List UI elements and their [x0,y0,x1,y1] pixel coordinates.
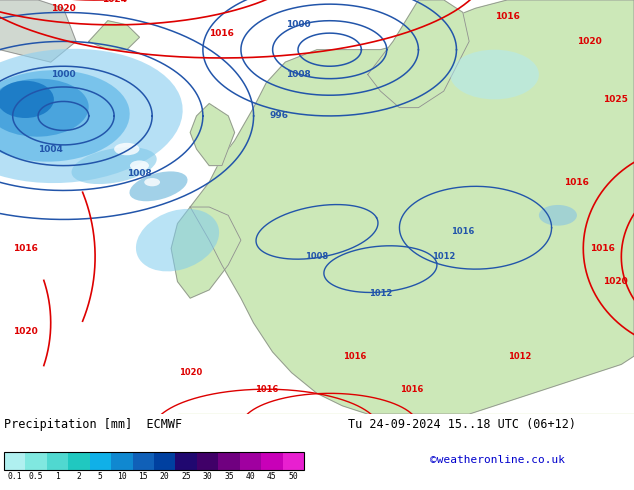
Ellipse shape [72,147,157,184]
Text: 25: 25 [181,472,191,481]
Text: 1012: 1012 [432,252,455,261]
Polygon shape [89,21,139,49]
Text: 1020: 1020 [577,37,602,46]
Text: 1020: 1020 [13,327,38,336]
Text: 40: 40 [245,472,256,481]
Text: 50: 50 [288,472,298,481]
Text: 1020: 1020 [51,4,76,13]
Text: 0.5: 0.5 [29,472,44,481]
Ellipse shape [0,81,54,118]
Bar [68,452,90,470]
Bar [197,452,218,470]
Text: 1016: 1016 [13,244,38,253]
Bar [218,452,240,470]
Ellipse shape [114,143,139,155]
Ellipse shape [130,160,149,171]
Text: 996: 996 [269,111,288,121]
Text: 1008: 1008 [306,252,328,261]
Text: Precipitation [mm]  ECMWF: Precipitation [mm] ECMWF [4,418,182,431]
Text: 1000: 1000 [286,21,310,29]
Bar [4,452,25,470]
Text: 30: 30 [203,472,212,481]
Text: 1016: 1016 [451,227,474,236]
Bar [90,452,111,470]
Bar [176,452,197,470]
Text: 1024: 1024 [101,0,127,4]
Ellipse shape [539,205,577,226]
Polygon shape [368,0,469,108]
Text: 45: 45 [267,472,276,481]
Polygon shape [190,0,634,414]
Text: 1016: 1016 [255,385,278,393]
Text: 1016: 1016 [590,244,615,253]
Text: 1016: 1016 [495,12,520,21]
Bar [4,452,304,470]
Ellipse shape [0,78,89,137]
Polygon shape [190,103,235,166]
Text: ©weatheronline.co.uk: ©weatheronline.co.uk [430,455,565,465]
Text: 1008: 1008 [127,170,152,178]
Bar [240,452,261,470]
Ellipse shape [450,49,539,99]
Ellipse shape [0,49,183,183]
Ellipse shape [129,172,188,201]
Ellipse shape [144,178,160,186]
Text: 1016: 1016 [564,178,590,187]
Text: 1020: 1020 [179,368,202,377]
Text: 35: 35 [224,472,234,481]
Bar [25,452,47,470]
Text: 20: 20 [160,472,169,481]
Text: Tu 24-09-2024 15..18 UTC (06+12): Tu 24-09-2024 15..18 UTC (06+12) [348,418,576,431]
Text: 1025: 1025 [602,95,628,104]
Polygon shape [0,0,76,62]
Text: 15: 15 [138,472,148,481]
Text: 1004: 1004 [38,145,63,153]
Ellipse shape [0,70,130,162]
Text: 1016: 1016 [344,352,366,361]
Text: 1020: 1020 [602,277,628,286]
Ellipse shape [136,209,219,271]
Text: 1008: 1008 [285,70,311,79]
Bar [283,452,304,470]
Polygon shape [171,207,241,298]
Text: 10: 10 [117,472,127,481]
Bar [133,452,154,470]
Text: 0.1: 0.1 [8,472,22,481]
Bar [154,452,176,470]
Text: 2: 2 [77,472,81,481]
Text: 1: 1 [55,472,60,481]
Text: 1012: 1012 [508,352,531,361]
Polygon shape [178,414,634,435]
Text: 1016: 1016 [401,385,424,393]
Bar [47,452,68,470]
Text: 5: 5 [98,472,103,481]
Text: 1000: 1000 [51,70,75,79]
Text: 1016: 1016 [209,28,235,38]
Bar [261,452,283,470]
Text: 1012: 1012 [369,290,392,298]
Bar [111,452,133,470]
